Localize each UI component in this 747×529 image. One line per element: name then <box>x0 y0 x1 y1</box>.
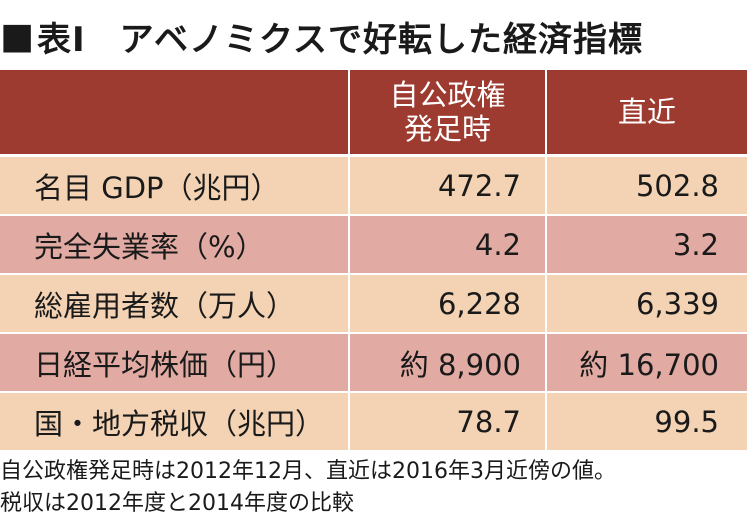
table-row: 総雇用者数（万人） 6,228 6,339 <box>0 273 747 333</box>
header-start-line2: 発足時 <box>403 112 491 146</box>
recent-value: 99.5 <box>545 391 747 450</box>
row-label: 完全失業率（%） <box>0 214 349 274</box>
footnote-line: 自公政権発足時は2012年12月、直近は2016年3月近傍の値。 <box>0 459 616 484</box>
header-cell-recent: 直近 <box>545 70 747 157</box>
row-label: 名目 GDP（兆円） <box>0 154 349 215</box>
footnotes: 自公政権発足時は2012年12月、直近は2016年3月近傍の値。 税収は2012… <box>0 456 616 520</box>
table-title: ■ 表Ⅰ アベノミクスで好転した経済指標 <box>0 8 643 64</box>
table-row: 名目 GDP（兆円） 472.7 502.8 <box>0 154 747 215</box>
header-cell-indicator <box>0 70 349 157</box>
start-value: 78.7 <box>348 391 546 450</box>
title-text: アベノミクスで好転した経済指標 <box>119 19 643 60</box>
recent-value: 約 16,700 <box>545 332 747 392</box>
table-row: 日経平均株価（円） 約 8,900 約 16,700 <box>0 332 747 392</box>
row-label: 総雇用者数（万人） <box>0 273 349 333</box>
footnote-line: 税収は2012年度と2014年度の比較 <box>0 491 354 516</box>
table-row: 国・地方税収（兆円） 78.7 99.5 <box>0 391 747 450</box>
table-number: 表Ⅰ <box>37 19 86 60</box>
start-value: 4.2 <box>348 214 546 274</box>
table-row: 完全失業率（%） 4.2 3.2 <box>0 214 747 274</box>
square-marker-icon: ■ <box>0 15 36 57</box>
economic-indicators-table: 自公政権 発足時 直近 名目 GDP（兆円） 472.7 502.8 完全失業率… <box>0 70 747 450</box>
start-value: 472.7 <box>348 154 546 215</box>
recent-value: 502.8 <box>545 154 747 215</box>
recent-value: 3.2 <box>545 214 747 274</box>
header-recent-line1: 直近 <box>617 95 676 129</box>
header-row: 自公政権 発足時 直近 <box>0 70 747 157</box>
row-label: 国・地方税収（兆円） <box>0 391 349 450</box>
recent-value: 6,339 <box>545 273 747 333</box>
header-cell-start: 自公政権 発足時 <box>348 70 546 157</box>
header-start-line1: 自公政権 <box>389 78 506 112</box>
start-value: 約 8,900 <box>348 332 546 392</box>
start-value: 6,228 <box>348 273 546 333</box>
row-label: 日経平均株価（円） <box>0 332 349 392</box>
